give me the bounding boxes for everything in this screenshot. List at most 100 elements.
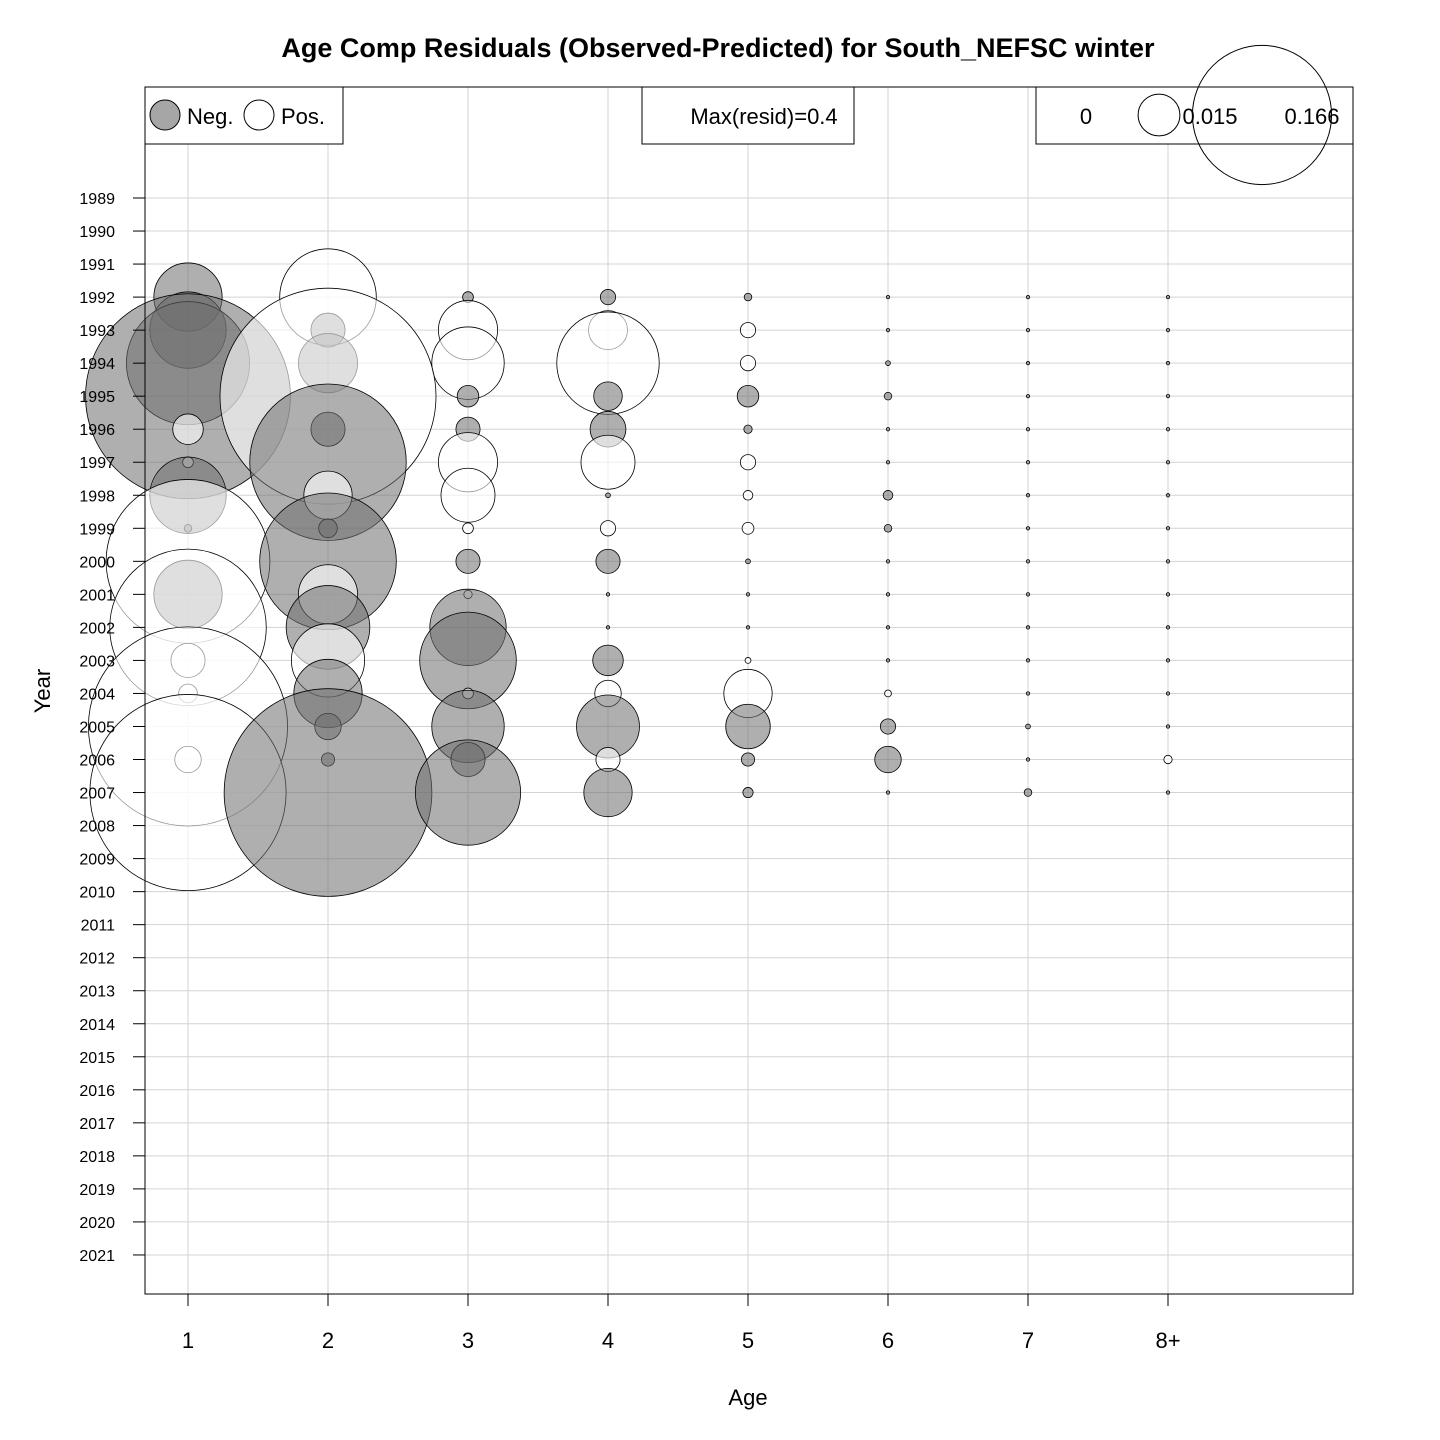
bubble-2000-age-4 (595, 548, 621, 574)
y-tick-label: 2016 (79, 1083, 115, 1100)
bubble-2007-age-3 (414, 739, 522, 846)
bubble-1998-age-8+ (1165, 493, 1171, 498)
y-tick-label: 2002 (79, 620, 115, 637)
bubble-1995-age-8+ (1165, 394, 1171, 399)
y-tick-label: 1996 (79, 422, 115, 439)
bubble-1996-age-8+ (1165, 427, 1171, 432)
legend-size-label: 0 (1080, 104, 1092, 129)
legend-neg-label: Neg. (187, 104, 233, 129)
bubble-2003-age-4 (592, 644, 624, 677)
legend-size-entries: 0 0.015 0.166 (1080, 44, 1340, 186)
y-tick-label: 1990 (79, 224, 115, 241)
bubble-2002-age-5 (745, 625, 751, 630)
bubble-2005-age-7 (1025, 723, 1031, 730)
bubble-2001-age-6 (885, 592, 891, 597)
bubble-1999-age-7 (1025, 526, 1031, 531)
bubble-2004-age-7 (1025, 691, 1031, 696)
bubble-2007-age-5 (742, 787, 754, 799)
bubble-2004-age-8+ (1165, 691, 1171, 696)
x-tick-label: 2 (322, 1328, 334, 1353)
bubble-1996-age-6 (885, 427, 891, 432)
bubble-1993-age-8+ (1165, 328, 1171, 333)
y-tick-label: 2014 (79, 1017, 115, 1034)
bubble-1995-age-3 (456, 384, 480, 408)
bubble-1999-age-3 (462, 522, 474, 535)
y-tick-label: 2005 (79, 719, 115, 736)
bubble-1992-age-7 (1025, 294, 1031, 300)
bubble-1996-age-1 (172, 413, 204, 445)
bubble-1998-age-6 (882, 490, 894, 501)
bubble-2003-age-5 (744, 657, 752, 664)
bubbles (85, 248, 1173, 897)
x-axis-title: Age (728, 1385, 767, 1410)
y-tick-label: 2019 (79, 1182, 115, 1199)
bubble-2002-age-4 (605, 625, 611, 630)
bubble-2000-age-6 (885, 559, 891, 564)
bubble-1997-age-4 (580, 434, 636, 490)
bubble-1993-age-5 (739, 322, 757, 339)
bubble-1999-age-6 (883, 524, 893, 533)
bubble-1993-age-6 (885, 328, 891, 333)
bubble-1996-age-7 (1025, 427, 1031, 432)
bubble-2001-age-7 (1025, 592, 1031, 597)
y-tick-label: 1989 (79, 191, 115, 208)
bubble-1992-age-5 (743, 292, 753, 302)
legend-strip: Neg. Pos. Max(resid)=0.4 0 0.015 0.166 (144, 44, 1354, 186)
bubble-2003-age-6 (885, 658, 891, 663)
bubble-1992-age-6 (885, 294, 891, 300)
y-tick-label: 2012 (79, 951, 115, 968)
bubble-2006-age-4 (595, 747, 621, 772)
bubble-2000-age-8+ (1165, 559, 1171, 564)
y-tick-label: 2011 (81, 918, 116, 935)
bubble-1996-age-5 (743, 424, 753, 434)
x-tick-label: 6 (882, 1328, 894, 1353)
bubble-1994-age-6 (885, 360, 891, 366)
x-tick-label: 1 (182, 1328, 194, 1353)
y-tick-label: 2003 (79, 653, 115, 670)
legend-max-label: Max(resid)=0.4 (690, 104, 837, 129)
bubble-2007-age-4 (583, 767, 633, 818)
x-tick-label: 8+ (1155, 1328, 1180, 1353)
y-tick-label: 2020 (79, 1215, 115, 1232)
bubble-1997-age-8+ (1165, 460, 1171, 465)
bubble-2003-age-7 (1025, 658, 1031, 663)
x-tick-label: 7 (1022, 1328, 1034, 1353)
y-tick-label: 1999 (79, 521, 115, 538)
bubble-2002-age-7 (1025, 625, 1031, 630)
bubble-1993-age-7 (1025, 328, 1031, 333)
y-tick-label: 2009 (79, 852, 115, 869)
y-tick-label: 1991 (79, 257, 115, 274)
bubble-1999-age-8+ (1165, 526, 1171, 531)
legend-pos-label: Pos. (281, 104, 325, 129)
bubble-2006-age-6 (874, 745, 902, 774)
bubble-2000-age-3 (455, 548, 481, 574)
y-tick-label: 1998 (79, 488, 115, 505)
legend-size-label: 0.166 (1284, 104, 1339, 129)
legend-size-bubble (1191, 44, 1333, 186)
bubble-1994-age-7 (1025, 361, 1031, 366)
bubble-2002-age-6 (885, 625, 891, 630)
y-tick-label: 2018 (79, 1149, 115, 1166)
bubble-1994-age-8+ (1165, 361, 1171, 366)
y-tick-label: 1994 (79, 356, 115, 373)
bubble-1995-age-4 (593, 381, 623, 411)
y-tick-label: 2004 (79, 686, 115, 703)
bubble-2007-age-7 (1023, 788, 1033, 797)
legend-max-box (641, 86, 855, 145)
y-tick-label: 2001 (79, 587, 115, 604)
y-tick-label: 1997 (79, 455, 115, 472)
bubble-1999-age-4 (599, 520, 617, 537)
y-axis-title: Year (30, 669, 55, 713)
y-tick-label: 2021 (79, 1248, 115, 1265)
bubble-2007-age-2 (223, 688, 433, 897)
x-tick-label: 3 (462, 1328, 474, 1353)
bubble-2005-age-5 (725, 703, 771, 750)
plot-frame (144, 86, 1354, 1295)
y-tick-label: 2017 (79, 1116, 115, 1133)
chart-title: Age Comp Residuals (Observed-Predicted) … (281, 33, 1155, 63)
x-tick-label: 5 (742, 1328, 754, 1353)
bubble-2005-age-8+ (1165, 724, 1171, 729)
bubble-2004-age-6 (884, 689, 892, 698)
bubble-2001-age-5 (745, 592, 751, 597)
